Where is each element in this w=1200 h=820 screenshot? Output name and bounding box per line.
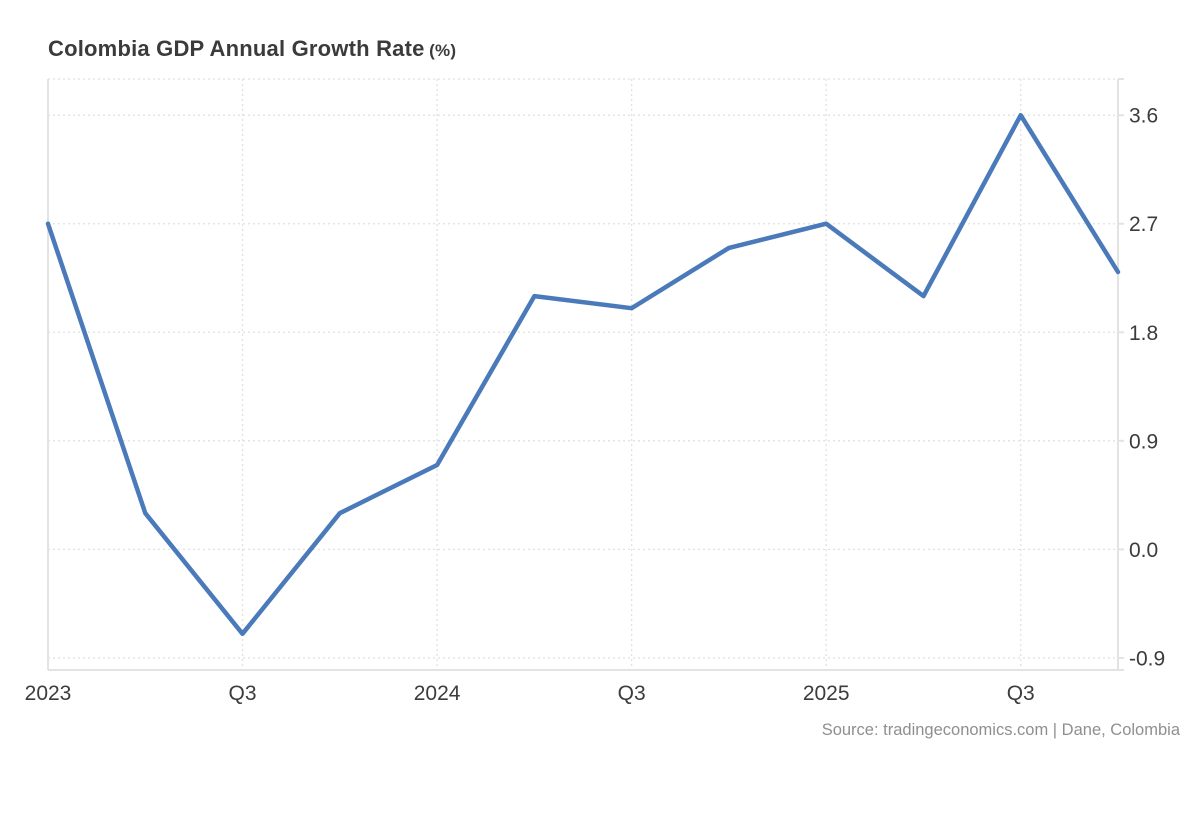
y-axis-tick-label: 3.6 — [1129, 105, 1158, 128]
y-axis-tick-label: 2.7 — [1129, 213, 1158, 236]
chart-title-text: Colombia GDP Annual Growth Rate — [48, 36, 425, 61]
x-axis-tick-label: 2023 — [25, 682, 72, 705]
x-axis-tick-label: 2024 — [414, 682, 461, 705]
y-axis-tick-label: 0.0 — [1129, 539, 1158, 562]
y-axis-tick-label: 0.9 — [1129, 430, 1158, 453]
x-axis-tick-label: Q3 — [229, 682, 257, 705]
y-axis-tick-label: 1.8 — [1129, 322, 1158, 345]
source-attribution: Source: tradingeconomics.com | Dane, Col… — [821, 721, 1180, 739]
chart-title: Colombia GDP Annual Growth Rate (%) — [48, 36, 456, 62]
gdp-growth-line-chart: 3.6 2.7 1.8 0.9 0.0 -0.9 2023 Q3 2024 Q3 2025 Q3 — [25, 78, 1165, 705]
chart-title-unit: (%) — [429, 41, 457, 60]
y-axis-tick-label: -0.9 — [1129, 647, 1165, 670]
x-axis-tick-label: Q3 — [1007, 682, 1035, 705]
gdp-growth-line — [45, 112, 1121, 637]
x-axis-tick-label: Q3 — [618, 682, 646, 705]
x-axis-tick-label: 2025 — [803, 682, 850, 705]
